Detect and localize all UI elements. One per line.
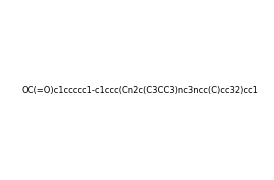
Text: OC(=O)c1ccccc1-c1ccc(Cn2c(C3CC3)nc3ncc(C)cc32)cc1: OC(=O)c1ccccc1-c1ccc(Cn2c(C3CC3)nc3ncc(C… <box>22 86 259 95</box>
